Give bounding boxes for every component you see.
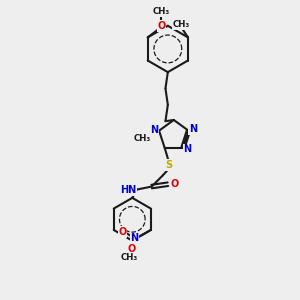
Text: N: N — [184, 144, 192, 154]
Text: N: N — [150, 125, 158, 135]
Text: S: S — [165, 160, 172, 170]
Text: CH₃: CH₃ — [133, 134, 151, 143]
Text: N: N — [189, 124, 197, 134]
Text: CH₃: CH₃ — [173, 20, 190, 29]
Text: O: O — [157, 21, 166, 31]
Text: CH₃: CH₃ — [153, 7, 170, 16]
Text: O: O — [118, 227, 127, 237]
Text: CH₃: CH₃ — [121, 254, 138, 262]
Text: O: O — [170, 178, 178, 189]
Text: O: O — [127, 244, 135, 254]
Text: HN: HN — [120, 185, 136, 195]
Text: N: N — [130, 233, 139, 243]
